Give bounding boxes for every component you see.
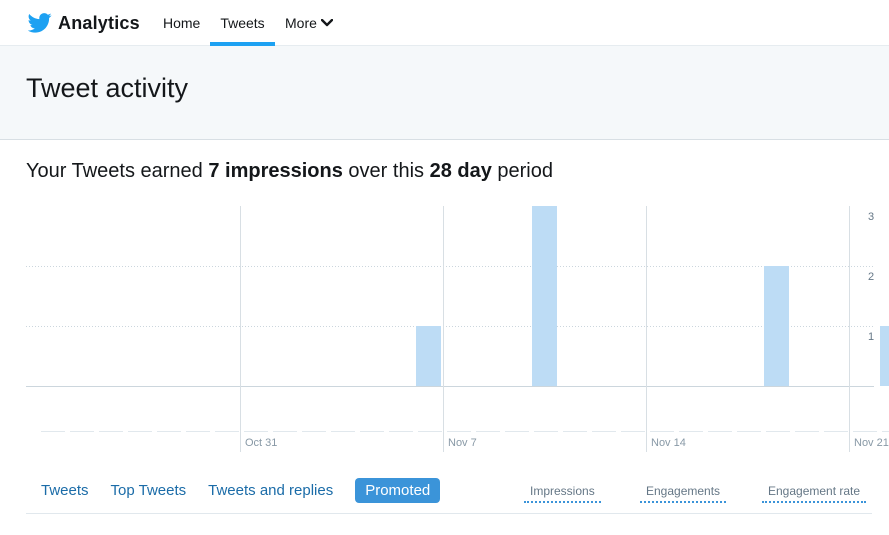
y-tick-label: 1	[868, 331, 874, 343]
summary-prefix: Your Tweets earned	[26, 160, 209, 182]
metric-engagements[interactable]: Engagements	[640, 484, 727, 503]
page-title: Tweet activity	[26, 73, 189, 103]
metric-headers: Impressions Engagements Engagement rate	[0, 484, 889, 504]
tab-tweets-and-replies[interactable]: Tweets and replies	[208, 481, 334, 499]
bar	[416, 326, 441, 386]
summary-suffix: period	[491, 160, 553, 182]
brand-name: Analytics	[58, 12, 140, 33]
metric-impressions[interactable]: Impressions	[524, 484, 601, 503]
x-tick-label: Oct 31	[245, 437, 277, 449]
nav-tweets-label: Tweets	[220, 15, 265, 31]
impressions-summary: Your Tweets earned 7 impressions over th…	[26, 160, 553, 183]
twitter-bird-icon	[27, 13, 52, 33]
y-tick-label: 3	[868, 211, 874, 223]
nav-more[interactable]: More	[285, 0, 333, 46]
metric-engagement-rate[interactable]: Engagement rate	[762, 484, 867, 503]
tweet-filter-tabs: Tweets Top Tweets Tweets and replies Pro…	[26, 474, 462, 506]
divider	[26, 513, 872, 514]
top-navigation: Analytics Home Tweets More	[0, 0, 889, 46]
bar	[880, 326, 889, 386]
summary-impressions: 7 impressions	[208, 160, 343, 182]
tab-tweets[interactable]: Tweets	[41, 481, 89, 499]
nav-tweets[interactable]: Tweets	[210, 0, 275, 46]
chevron-down-icon	[320, 19, 333, 27]
summary-period: 28 day	[429, 160, 492, 182]
tab-top-tweets[interactable]: Top Tweets	[110, 481, 187, 499]
bar	[764, 266, 789, 386]
x-tick-label: Nov 21	[854, 437, 889, 449]
brand[interactable]: Analytics	[27, 10, 140, 36]
page-header: Tweet activity	[0, 46, 889, 140]
nav-home[interactable]: Home	[163, 15, 201, 31]
x-tick-label: Nov 7	[448, 437, 477, 449]
nav-more-label: More	[285, 15, 317, 31]
bar	[532, 206, 557, 386]
x-tick-label: Nov 14	[651, 437, 686, 449]
tab-promoted[interactable]: Promoted	[355, 477, 441, 503]
summary-middle: over this	[342, 160, 430, 182]
y-tick-label: 2	[868, 271, 874, 283]
active-tab-indicator	[210, 42, 275, 46]
